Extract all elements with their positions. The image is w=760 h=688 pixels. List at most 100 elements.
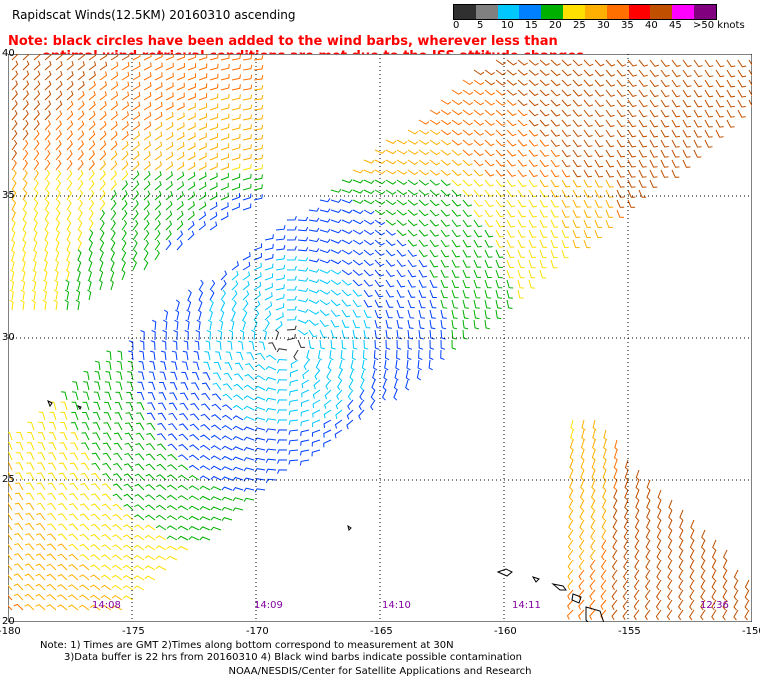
wind-barb xyxy=(68,523,79,531)
wind-barb xyxy=(327,359,332,371)
wind-barb xyxy=(407,339,413,350)
wind-barb xyxy=(602,489,607,501)
wind-barb xyxy=(220,83,230,91)
wind-barb xyxy=(330,309,340,317)
wind-barb xyxy=(211,424,222,431)
wind-barb xyxy=(156,474,167,481)
wind-barb xyxy=(704,79,714,88)
wind-barb xyxy=(168,402,178,411)
wind-barb xyxy=(36,523,46,531)
wind-barb xyxy=(638,189,647,198)
wind-barb xyxy=(539,59,550,66)
wind-barb xyxy=(82,401,90,411)
wind-barb xyxy=(579,509,585,521)
wind-barb xyxy=(407,259,417,268)
wind-barb xyxy=(506,199,516,208)
wind-barb xyxy=(528,169,538,178)
wind-barb xyxy=(123,493,134,501)
wind-barb xyxy=(22,189,28,201)
wind-barb xyxy=(169,382,178,391)
wind-barb xyxy=(44,209,50,221)
wind-barb xyxy=(13,583,24,591)
wind-barb xyxy=(308,309,320,315)
wind-barb xyxy=(382,379,387,391)
wind-barb xyxy=(176,132,185,141)
wind-barb xyxy=(22,90,29,101)
wind-barb xyxy=(88,259,93,271)
wind-barb xyxy=(88,100,96,111)
wind-barb xyxy=(77,110,85,121)
wind-barb xyxy=(300,409,310,417)
wind-barb xyxy=(199,526,211,531)
wind-barb xyxy=(733,569,739,581)
wind-barb xyxy=(440,329,446,340)
wind-barb xyxy=(88,239,93,251)
wind-barb xyxy=(32,269,37,281)
wind-barb xyxy=(462,229,472,238)
wind-barb xyxy=(22,239,27,251)
wind-barb xyxy=(429,329,435,340)
wind-barb xyxy=(14,533,24,541)
wind-barb xyxy=(254,406,266,411)
wind-barb xyxy=(473,289,481,299)
wind-barb xyxy=(256,352,266,361)
footnote-line-1: Note: 1) Times are GMT 2)Times along bot… xyxy=(40,640,454,651)
wind-barb xyxy=(341,269,353,276)
wind-barb xyxy=(627,189,636,198)
wind-barb xyxy=(666,599,673,611)
wind-barb xyxy=(722,569,728,581)
wind-barb xyxy=(627,179,636,188)
wind-barb xyxy=(689,569,695,581)
wind-barb xyxy=(605,169,614,178)
wind-barb xyxy=(737,59,747,68)
wind-barb xyxy=(583,209,592,218)
wind-barb xyxy=(220,153,230,161)
wind-barb xyxy=(550,149,560,157)
wind-barb xyxy=(44,249,49,261)
wind-barb xyxy=(611,559,618,571)
wind-barb xyxy=(154,141,163,151)
wind-barb xyxy=(396,209,407,216)
wind-barb xyxy=(440,99,452,105)
wind-barb xyxy=(613,479,618,491)
wind-barb xyxy=(87,279,92,291)
wind-barb xyxy=(89,584,101,591)
wind-barb xyxy=(254,437,266,442)
wind-barb xyxy=(88,229,94,241)
wind-barb xyxy=(68,533,79,541)
wind-barb xyxy=(189,423,200,431)
wind-barb xyxy=(744,609,750,621)
wind-barb xyxy=(54,279,59,291)
wind-barb xyxy=(200,403,211,411)
wind-barb xyxy=(221,435,233,441)
wind-barb xyxy=(286,295,297,301)
wind-barb xyxy=(68,604,79,611)
wind-barb xyxy=(254,375,266,381)
wind-barb xyxy=(35,573,46,581)
wind-barb xyxy=(156,443,167,451)
wind-barb xyxy=(55,189,61,201)
wind-barb xyxy=(88,150,95,161)
wind-barb xyxy=(616,99,626,107)
wind-barb xyxy=(187,54,197,61)
wind-barb xyxy=(25,543,35,551)
wind-barb xyxy=(36,512,46,521)
wind-barb xyxy=(143,170,151,181)
wind-barb xyxy=(99,180,106,191)
wind-barb xyxy=(319,249,331,254)
wind-barb xyxy=(363,319,371,329)
wind-barb xyxy=(495,59,507,66)
wind-barb xyxy=(253,154,264,161)
wind-barb xyxy=(132,180,140,191)
wind-barb xyxy=(8,482,13,491)
wind-barb xyxy=(462,259,471,268)
wind-barb xyxy=(202,372,211,381)
wind-barb xyxy=(91,452,101,461)
wind-barb xyxy=(623,529,629,541)
wind-barb xyxy=(166,504,178,511)
wind-barb xyxy=(297,308,309,313)
wind-barb xyxy=(221,445,233,451)
wind-barb xyxy=(148,371,156,381)
wind-barb xyxy=(638,109,648,118)
wind-barb xyxy=(429,249,439,258)
